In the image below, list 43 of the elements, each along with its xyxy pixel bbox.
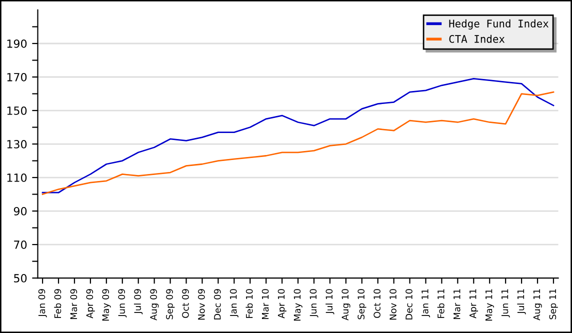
x-tick-label: Nov 10 [390, 289, 396, 320]
x-tick-label: Mar 11 [454, 289, 460, 319]
x-tick-label: May 10 [294, 289, 302, 321]
x-tick-label: Jun 11 [501, 289, 510, 318]
x-tick-label: Jun 10 [310, 289, 318, 318]
x-tick-label: Dec 09 [214, 289, 221, 320]
x-tick-label: Apr 11 [470, 289, 478, 318]
x-tick-label: Oct 09 [182, 289, 189, 318]
y-tick-label: 90 [14, 207, 27, 216]
x-tick-label: Apr 09 [86, 289, 95, 318]
x-tick-label: Oct 10 [374, 289, 380, 318]
x-tick-label: Mar 09 [70, 289, 78, 319]
x-tick-label: Jun 09 [118, 289, 127, 318]
x-tick-label: Feb 11 [437, 289, 444, 318]
x-tick-label: Jan 10 [230, 289, 238, 318]
x-tick-label: Sep 10 [358, 289, 366, 320]
x-tick-label: Jul 10 [326, 289, 334, 314]
x-tick-label: Feb 10 [246, 289, 253, 318]
x-tick-label: May 09 [102, 289, 111, 321]
x-tick-label: Mar 10 [262, 289, 269, 319]
x-tick-label: Apr 10 [278, 289, 286, 318]
x-tick-label: Jul 09 [134, 289, 143, 314]
x-tick-label: Aug 11 [533, 289, 542, 320]
y-tick-label: 170 [7, 72, 27, 82]
y-tick-label: 190 [7, 39, 27, 48]
y-tick-label: 50 [14, 274, 27, 282]
legend-label: CTA Index [449, 34, 505, 43]
x-tick-label: Sep 11 [549, 289, 558, 320]
y-tick-label: 70 [14, 240, 27, 249]
x-tick-label: Jul 11 [517, 289, 526, 314]
x-tick-label: May 11 [486, 289, 494, 321]
y-tick-label: 110 [7, 174, 27, 182]
x-tick-label: Dec 10 [406, 289, 412, 320]
y-tick-label: 130 [7, 140, 27, 148]
x-tick-label: Aug 10 [342, 289, 350, 320]
x-tick-label: Feb 09 [54, 289, 62, 318]
y-tick-label: 150 [7, 106, 27, 115]
x-tick-label: Aug 09 [150, 289, 159, 320]
x-tick-label: Jan 09 [38, 289, 47, 318]
legend-label: Hedge Fund Index [449, 19, 549, 30]
x-tick-label: Sep 09 [166, 289, 175, 320]
x-tick-label: Nov 09 [198, 289, 205, 320]
x-tick-label: Jan 11 [422, 289, 430, 318]
